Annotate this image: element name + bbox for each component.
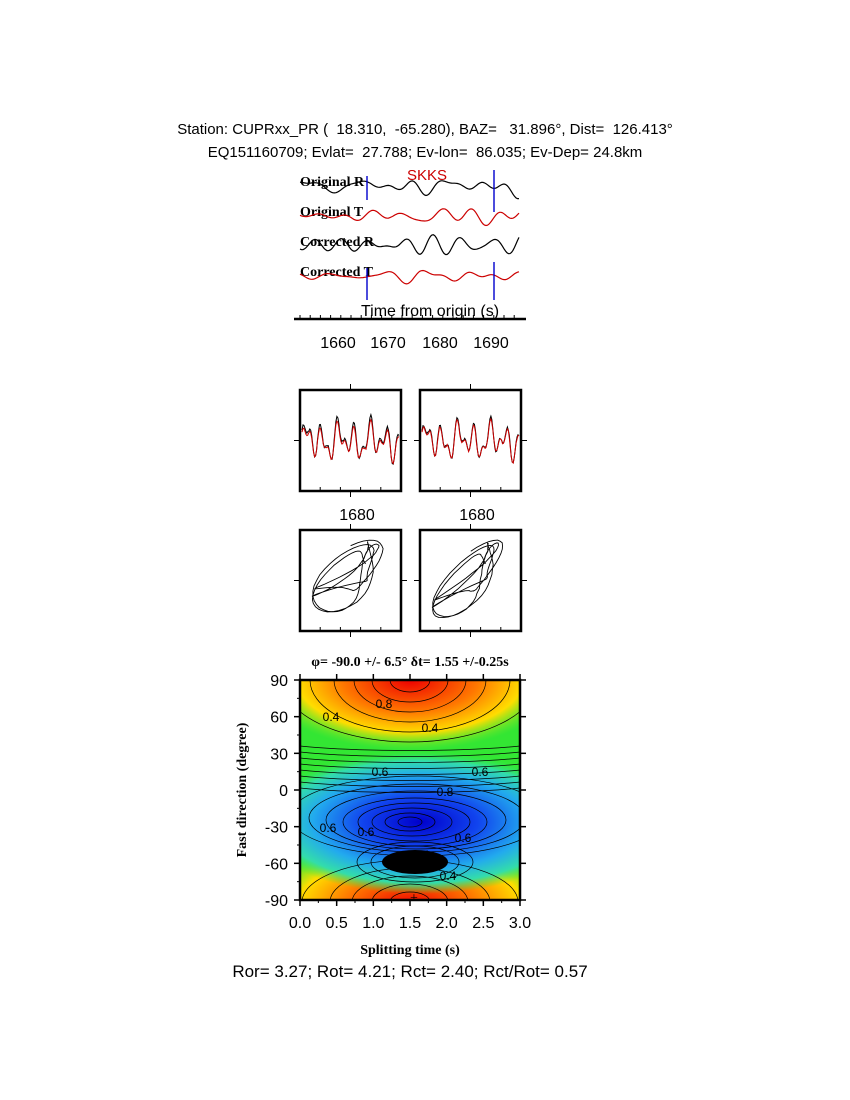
event-header: EQ151160709; Evlat= 27.788; Ev-lon= 86.0… [207, 144, 643, 161]
station-header: Station: CUPRxx_PR ( 18.310, -65.280), B… [177, 121, 673, 138]
ratio-footer: Ror= 3.27; Rot= 4.21; Rct= 2.40; Rct/Rot… [232, 962, 588, 981]
contour-label: 0.4 [440, 869, 457, 883]
contour-line [325, 790, 507, 850]
time-tick-label: 1680 [422, 335, 458, 352]
waveform-tick-left: 1680 [339, 507, 375, 524]
contour-labels: 0.80.40.40.6 0.60.80.6 0.6 0.60.40.40.4 [320, 697, 489, 883]
contour-line [371, 883, 449, 900]
contour-line [356, 841, 474, 883]
trace-corrected-r [299, 234, 520, 256]
contour-y-tick-labels: 90 60 30 0 -30 -60 -90 [265, 673, 288, 910]
contour-line [300, 781, 520, 787]
contour-label: 0.6 [358, 825, 375, 839]
x-tick-label: 0.5 [326, 915, 348, 932]
y-tick-label: -90 [265, 893, 288, 910]
trace-original-r [299, 180, 520, 200]
contour-label: 0.8 [376, 697, 393, 711]
contour-label: 0.4 [413, 848, 430, 862]
x-tick-label: 2.5 [472, 915, 494, 932]
contour-line [384, 812, 436, 832]
time-tick-label: 1670 [370, 335, 406, 352]
contour-title: φ= -90.0 +/- 6.5° δt= 1.55 +/-0.25s [311, 655, 509, 670]
time-tick-label: 1690 [473, 335, 509, 352]
contour-label: 0.6 [372, 765, 389, 779]
y-tick-label: -60 [265, 856, 288, 873]
contour-line [300, 775, 520, 857]
trace-original-t [299, 208, 520, 227]
contour-xlabel: Splitting time (s) [360, 943, 460, 958]
contour-label: 0.4 [395, 855, 412, 869]
contour-axis-ticks [294, 674, 526, 906]
contour-lines [300, 680, 520, 900]
contour-line [371, 680, 449, 703]
x-tick-label: 0.0 [289, 915, 311, 932]
trace-label-original-r: Original R [300, 175, 365, 190]
contour-line [351, 875, 469, 900]
y-tick-label: 90 [270, 673, 288, 690]
contour-line [329, 867, 491, 900]
contour-line [300, 787, 520, 793]
contour-line [300, 751, 520, 757]
contour-x-tick-labels: 0.0 0.5 1.0 1.5 2.0 2.5 3.0 [289, 915, 531, 932]
contour-line [397, 816, 423, 828]
x-tick-label: 1.0 [362, 915, 384, 932]
contour-line [300, 711, 520, 743]
waveform-slow [301, 418, 400, 465]
contour-ylabel: Fast direction (degree) [235, 722, 250, 857]
waveform-box-original [294, 384, 407, 497]
phase-label: SKKS [407, 167, 447, 184]
contour-line [300, 763, 520, 769]
contour-line [300, 745, 520, 751]
contour-line [357, 802, 471, 842]
contour-line [301, 859, 519, 900]
waveform-box-corrected [414, 384, 527, 497]
contour-line [300, 775, 520, 781]
particle-motion-path-corrected [431, 539, 503, 619]
particle-motion-original [294, 524, 407, 637]
contour-line [389, 680, 431, 693]
contour-line [370, 845, 460, 879]
contour-label: 0.6 [472, 765, 489, 779]
particle-motion-corrected [414, 524, 527, 637]
trace-corrected-t [299, 269, 520, 285]
y-tick-label: 30 [270, 746, 288, 763]
particle-motion-path [311, 539, 384, 613]
time-axis-ticks [299, 315, 515, 319]
y-tick-label: 60 [270, 710, 288, 727]
y-tick-label: -30 [265, 820, 288, 837]
y-tick-label: 0 [279, 783, 288, 800]
x-tick-label: 2.0 [436, 915, 458, 932]
contour-label: 0.4 [323, 710, 340, 724]
contour-label: 0.6 [320, 821, 337, 835]
contour-field: 0.80.40.40.6 0.60.80.6 0.6 0.60.40.40.4 + [300, 680, 520, 906]
contour-line [371, 807, 453, 837]
contour-line [333, 680, 487, 723]
trace-label-corrected-r: Corrected R [300, 235, 375, 250]
time-axis-label: Time from origin (s) [361, 303, 499, 320]
contour-line [353, 680, 467, 713]
best-fit-marker: + [410, 891, 418, 906]
contour-line [300, 769, 520, 775]
trace-panel: Original R Original T Corrected R Correc… [294, 167, 526, 352]
trace-label-corrected-t: Corrected T [300, 265, 374, 280]
contour-label: 0.8 [437, 785, 454, 799]
contour-label: 0.6 [455, 831, 472, 845]
contour-line [309, 680, 511, 733]
time-tick-label: 1660 [320, 335, 356, 352]
x-tick-label: 3.0 [509, 915, 531, 932]
contour-line [390, 891, 430, 900]
contour-line [308, 783, 520, 853]
contour-line [300, 757, 520, 763]
x-tick-label: 1.5 [399, 915, 421, 932]
waveform-slow-corrected [421, 417, 520, 465]
contour-label: 0.4 [422, 721, 439, 735]
waveform-tick-right: 1680 [459, 507, 495, 524]
